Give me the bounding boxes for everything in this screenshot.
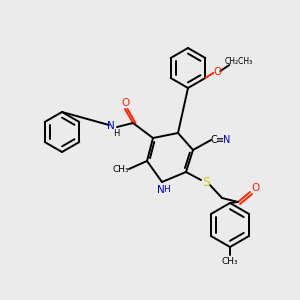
Text: O: O xyxy=(251,183,259,193)
Text: H: H xyxy=(113,128,119,137)
Text: ≡: ≡ xyxy=(216,135,224,145)
Text: N: N xyxy=(107,121,115,131)
Text: N: N xyxy=(223,135,231,145)
Text: O: O xyxy=(121,98,129,108)
Text: N: N xyxy=(157,185,165,195)
Text: CH₃: CH₃ xyxy=(222,256,238,266)
Text: CH₂CH₃: CH₂CH₃ xyxy=(224,58,252,67)
Text: CH₃: CH₃ xyxy=(113,164,129,173)
Text: S: S xyxy=(202,176,210,190)
Text: H: H xyxy=(163,185,170,194)
Text: O: O xyxy=(213,67,221,77)
Text: C: C xyxy=(211,135,218,145)
